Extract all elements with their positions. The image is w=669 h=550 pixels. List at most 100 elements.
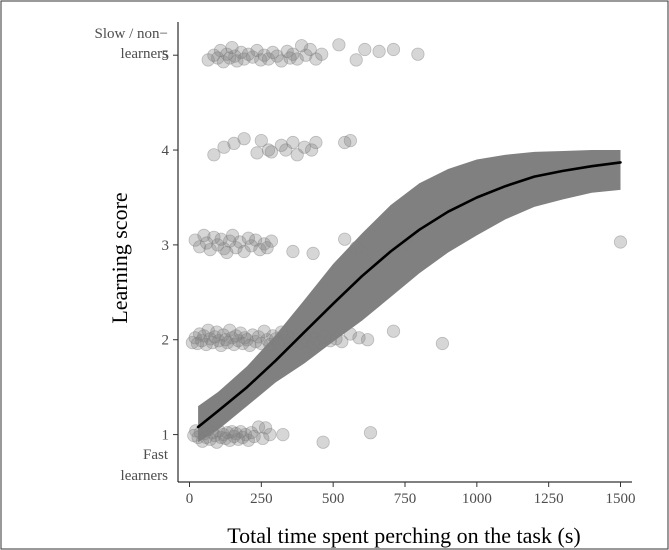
data-point [201, 53, 215, 67]
data-point [264, 145, 278, 159]
data-point [271, 335, 286, 350]
data-point [237, 52, 251, 66]
data-point [216, 328, 230, 342]
data-point [363, 426, 378, 440]
data-point [207, 148, 221, 162]
y-tick-label: 5 [162, 48, 170, 64]
data-point [210, 435, 224, 449]
data-point [208, 428, 222, 443]
data-point [257, 324, 271, 338]
data-point [207, 230, 221, 244]
data-point [199, 430, 213, 444]
data-point [216, 55, 230, 69]
data-point [274, 325, 288, 339]
data-point [211, 51, 225, 65]
data-point [297, 140, 311, 154]
data-point [236, 336, 250, 351]
y-ticks-layer: 1 2 3 4 5 [162, 48, 178, 444]
data-point [613, 235, 628, 249]
data-point [257, 237, 271, 251]
data-point [220, 47, 234, 61]
data-point [303, 42, 317, 57]
data-point [280, 44, 294, 59]
data-point [263, 337, 277, 352]
data-point [343, 134, 357, 148]
data-point [216, 427, 230, 442]
data-point [193, 240, 207, 254]
data-point [238, 427, 253, 442]
data-point [238, 331, 252, 345]
data-point [270, 49, 284, 63]
data-point [225, 425, 239, 439]
data-point [290, 148, 304, 162]
data-point [214, 232, 228, 246]
fit-line [196, 161, 622, 429]
data-point [227, 136, 241, 150]
data-point [236, 430, 250, 444]
data-point [260, 241, 274, 255]
data-point [225, 40, 239, 55]
data-point [257, 48, 271, 62]
annotation-slow-line1: Slow / non− [95, 26, 168, 42]
data-point [241, 231, 255, 245]
data-point [338, 135, 352, 150]
x-ticks-layer: 0 250 500 750 1000 1250 1500 [186, 482, 636, 507]
data-point [212, 334, 226, 348]
data-point [203, 432, 217, 446]
data-point [214, 430, 228, 444]
data-point [306, 336, 320, 351]
data-point [225, 331, 239, 345]
data-point [217, 140, 231, 154]
data-point [193, 327, 207, 341]
y-tick-label: 1 [162, 428, 170, 444]
x-tick-label: 500 [322, 491, 345, 507]
data-point [213, 43, 228, 58]
data-point [212, 424, 226, 438]
data-point [237, 244, 251, 259]
data-point [229, 426, 243, 441]
x-tick-label: 0 [186, 491, 194, 507]
data-point [256, 431, 270, 445]
data-point [286, 47, 300, 61]
annotation-fast-line2: learners [121, 468, 169, 484]
data-point [276, 427, 290, 442]
data-point [309, 135, 323, 150]
data-point [231, 432, 245, 446]
points-layer [185, 38, 628, 449]
data-point [241, 47, 255, 61]
data-point [246, 328, 260, 342]
data-point [223, 323, 237, 337]
data-point [223, 51, 237, 65]
data-point [200, 236, 214, 250]
data-point [191, 430, 205, 444]
x-tick-label: 750 [394, 491, 417, 507]
data-point [230, 54, 244, 68]
data-point [253, 243, 267, 257]
data-point [220, 245, 234, 260]
y-tick-label: 4 [162, 143, 170, 159]
data-point [249, 334, 263, 349]
data-point [185, 335, 199, 350]
data-point [358, 42, 372, 57]
data-point [197, 228, 211, 242]
data-point [234, 326, 248, 340]
y-tick-label: 2 [162, 333, 170, 349]
data-point [251, 330, 266, 344]
data-point [309, 52, 323, 66]
x-axis-title: Total time spent perching on the task (s… [227, 523, 580, 548]
data-point [187, 428, 201, 443]
data-point [244, 239, 258, 253]
data-point [258, 421, 273, 435]
data-point [254, 134, 268, 148]
data-point [294, 39, 309, 53]
data-point [251, 420, 266, 434]
data-point [227, 429, 241, 444]
data-point [241, 433, 255, 447]
data-point [306, 246, 320, 260]
data-point [299, 48, 313, 62]
data-point [234, 425, 248, 439]
data-point [199, 337, 213, 352]
data-point [274, 138, 288, 152]
